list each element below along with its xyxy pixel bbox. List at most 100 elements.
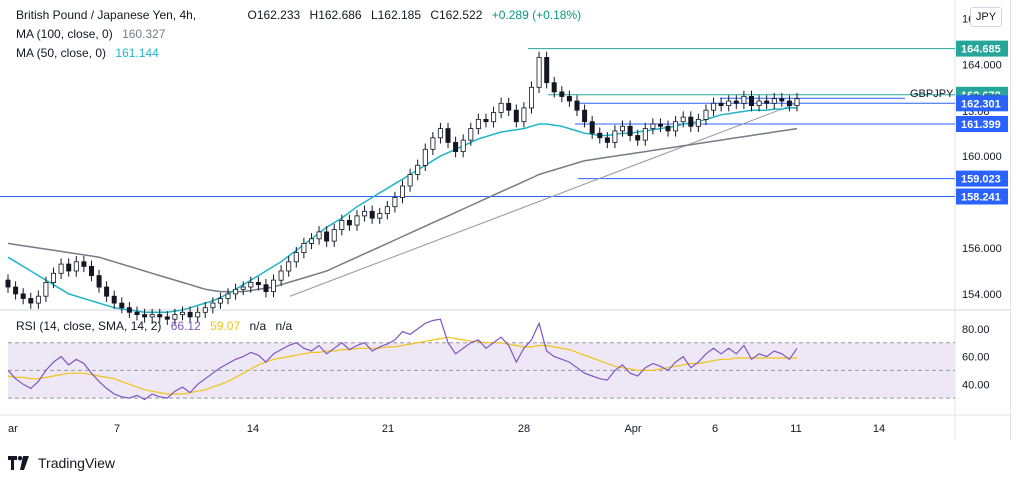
- ohlc-open: O162.233: [247, 8, 301, 22]
- candle-body: [286, 261, 292, 272]
- candle-body: [711, 102, 717, 111]
- time-tick-label: 11: [790, 423, 801, 435]
- candle-body: [635, 135, 641, 141]
- ma100-value: 160.327: [122, 27, 166, 41]
- candle-body: [513, 109, 519, 123]
- candle-body: [430, 137, 436, 150]
- candle-body: [384, 206, 390, 214]
- candle-body: [164, 316, 170, 320]
- ohlc-change: +0.289 (+0.18%): [491, 8, 582, 22]
- price-label-box: [956, 95, 1008, 112]
- candle-body: [73, 261, 79, 272]
- time-tick-label: 14: [873, 423, 885, 435]
- candle-body: [5, 279, 11, 288]
- candle-body: [293, 252, 299, 263]
- candle-body: [96, 275, 102, 288]
- ma100-line: [7, 127, 798, 293]
- candle-body: [756, 100, 762, 106]
- price-label-support: 162.301: [961, 98, 1001, 110]
- price-label-box: [956, 40, 1008, 57]
- price-label-support: 158.241: [961, 192, 1001, 204]
- ma50-label: MA (50, close, 0): [16, 46, 107, 60]
- candle-body: [225, 293, 231, 299]
- rsi-label: RSI (14, close, SMA, 14, 2): [16, 319, 162, 333]
- ohlc-low: L162.185: [370, 8, 421, 22]
- candle-body: [248, 281, 254, 288]
- candle-body: [278, 270, 284, 281]
- price-label-box: [956, 170, 1008, 187]
- candle-body: [551, 82, 557, 93]
- candle-body: [270, 279, 276, 293]
- candle-body: [612, 130, 618, 143]
- candle-body: [187, 311, 193, 318]
- candle-body: [695, 119, 701, 127]
- candle-body: [126, 307, 132, 313]
- candle-body: [362, 210, 368, 217]
- candle-body: [35, 295, 41, 304]
- candle-body: [604, 137, 610, 143]
- candle-body: [779, 98, 785, 102]
- candle-body: [475, 119, 481, 130]
- candle-body: [399, 185, 405, 198]
- candle-body: [658, 123, 664, 127]
- candle-body: [680, 116, 686, 123]
- candle-body: [650, 123, 656, 129]
- candle-body: [255, 281, 261, 286]
- candle-body: [66, 263, 72, 272]
- candle-body: [589, 121, 595, 134]
- candle-body: [142, 314, 148, 318]
- ohlc-close: C162.522: [430, 8, 483, 22]
- legend-header: British Pound / Japanese Yen, 4h, O162.2…: [16, 7, 587, 23]
- price-label-box: [956, 116, 1008, 132]
- time-tick-label: 14: [247, 423, 259, 435]
- time-tick-label: ar: [8, 423, 18, 435]
- candle-body: [749, 96, 755, 107]
- candle-body: [483, 119, 489, 123]
- legend-ma50[interactable]: MA (50, close, 0) 161.144: [16, 45, 165, 61]
- candle-body: [521, 107, 527, 123]
- candle-body: [149, 314, 155, 318]
- candle-body: [597, 132, 603, 139]
- candle-body: [718, 102, 724, 107]
- candle-body: [786, 100, 792, 106]
- candle-body: [453, 141, 459, 152]
- ma50-line: [7, 107, 797, 314]
- candle-body: [301, 242, 307, 253]
- candle-body: [437, 128, 443, 139]
- candle-body: [566, 96, 572, 102]
- trend-line: [289, 102, 798, 297]
- candle-body: [58, 263, 64, 274]
- candle-body: [741, 96, 747, 104]
- time-tick-label: Apr: [624, 423, 641, 435]
- candle-body: [445, 128, 451, 143]
- candle-body: [559, 91, 565, 97]
- candle-body: [240, 286, 246, 290]
- legend-rsi[interactable]: RSI (14, close, SMA, 14, 2) 66.12 59.07 …: [16, 318, 298, 334]
- footer-brand[interactable]: TradingView: [8, 455, 115, 471]
- candle-body: [43, 281, 49, 297]
- candle-body: [111, 295, 117, 304]
- candle-body: [179, 311, 185, 315]
- brand-name: TradingView: [38, 455, 116, 471]
- candle-body: [308, 238, 314, 244]
- rsi-ma-line: [7, 336, 797, 395]
- rsi-ma-value: 59.07: [210, 319, 241, 333]
- time-tick-label: 28: [518, 423, 530, 435]
- candle-body: [172, 314, 178, 320]
- candle-body: [51, 272, 57, 283]
- candle-body: [263, 284, 269, 293]
- legend-ma100[interactable]: MA (100, close, 0) 160.327: [16, 26, 171, 42]
- symbol-title[interactable]: British Pound / Japanese Yen, 4h,: [16, 8, 197, 22]
- price-tick-label: 164.000: [962, 59, 1002, 71]
- candle-body: [195, 311, 201, 318]
- currency-label[interactable]: JPY: [970, 7, 1002, 27]
- candle-body: [13, 286, 19, 295]
- candle-body: [202, 307, 208, 313]
- ma50-value: 161.144: [115, 46, 159, 60]
- candle-body: [415, 164, 421, 175]
- price-tick-label: 156.000: [962, 243, 1002, 255]
- price-label-resistance: 164.685: [961, 44, 1001, 56]
- candle-body: [544, 57, 550, 84]
- candle-body: [210, 302, 216, 309]
